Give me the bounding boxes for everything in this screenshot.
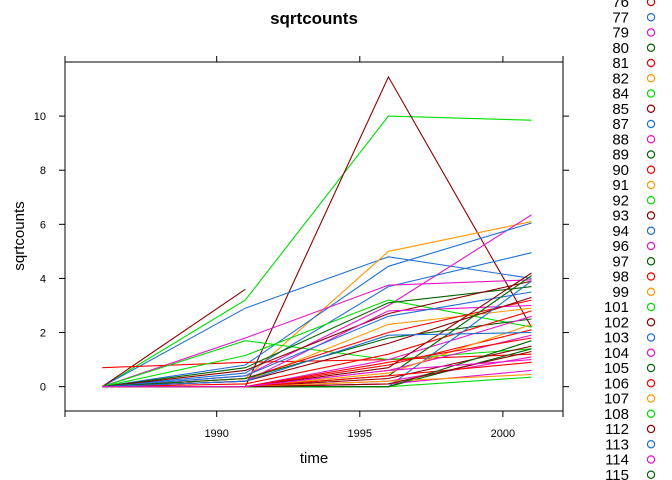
legend-marker bbox=[646, 58, 656, 68]
legend-label: 88 bbox=[612, 131, 629, 148]
legend-marker bbox=[646, 74, 656, 83]
series-line-19 bbox=[102, 310, 532, 388]
legend-label: 107 bbox=[604, 391, 629, 408]
legend-marker bbox=[646, 165, 656, 174]
series-line-7 bbox=[102, 252, 532, 388]
series-line-17 bbox=[102, 291, 532, 388]
legend-marker bbox=[646, 363, 656, 373]
legend-label: 104 bbox=[604, 345, 629, 362]
legend-marker bbox=[646, 272, 656, 281]
legend: 7677798081828485878889909192939496979899… bbox=[604, 0, 656, 480]
legend-label: 77 bbox=[612, 9, 629, 26]
series-line-9 bbox=[102, 353, 532, 369]
legend-label: 89 bbox=[612, 147, 629, 164]
legend-marker bbox=[646, 119, 656, 129]
series-line-10 bbox=[102, 340, 532, 388]
x-axis-label: time bbox=[300, 450, 328, 467]
series-line-8 bbox=[102, 279, 532, 388]
legend-label: 87 bbox=[612, 116, 629, 133]
legend-label: 82 bbox=[612, 70, 629, 87]
legend-marker bbox=[646, 455, 656, 464]
legend-label: 79 bbox=[612, 25, 629, 42]
series-line-24 bbox=[102, 275, 532, 388]
legend-marker bbox=[646, 196, 656, 205]
legend-marker bbox=[646, 180, 656, 190]
legend-label: 80 bbox=[612, 40, 629, 57]
legend-label: 103 bbox=[604, 330, 629, 347]
legend-label: 93 bbox=[612, 208, 629, 225]
legend-marker bbox=[646, 440, 656, 449]
y-tick-label: 4 bbox=[40, 273, 46, 285]
legend-marker bbox=[646, 287, 656, 296]
legend-marker bbox=[646, 241, 656, 251]
series-line-2 bbox=[101, 256, 532, 388]
legend-label: 94 bbox=[612, 223, 629, 240]
legend-label: 92 bbox=[612, 192, 629, 209]
legend-marker bbox=[646, 89, 656, 98]
legend-label: 105 bbox=[604, 360, 629, 377]
series-line-3 bbox=[101, 288, 246, 388]
legend-marker bbox=[646, 409, 656, 418]
legend-label: 99 bbox=[612, 284, 629, 301]
legend-label: 97 bbox=[612, 253, 629, 270]
plot-frame bbox=[64, 61, 564, 412]
legend-marker bbox=[646, 424, 656, 434]
legend-label: 113 bbox=[605, 436, 629, 453]
legend-label: 101 bbox=[604, 299, 629, 316]
x-tick-label: 1990 bbox=[204, 428, 228, 440]
legend-label: 112 bbox=[605, 421, 629, 438]
legend-label: 102 bbox=[604, 314, 629, 331]
legend-marker bbox=[646, 348, 656, 357]
y-axis-label: sqrtcounts bbox=[11, 201, 28, 270]
legend-marker bbox=[646, 333, 656, 342]
series-lines bbox=[101, 75, 532, 388]
legend-marker bbox=[646, 13, 656, 22]
series-line-14 bbox=[102, 280, 532, 388]
legend-label: 114 bbox=[605, 452, 629, 469]
legend-label: 115 bbox=[605, 467, 629, 480]
series-line-6 bbox=[102, 222, 532, 388]
legend-marker bbox=[646, 28, 656, 37]
y-tick-label: 10 bbox=[34, 111, 46, 123]
legend-marker bbox=[646, 211, 656, 220]
x-tick-label: 1995 bbox=[348, 428, 372, 440]
series-line-12 bbox=[102, 286, 532, 388]
y-tick-label: 2 bbox=[40, 328, 46, 340]
series-line-11 bbox=[102, 299, 532, 388]
chart-title: sqrtcounts bbox=[270, 9, 358, 28]
legend-label: 84 bbox=[612, 86, 629, 103]
y-tick-label: 6 bbox=[40, 219, 46, 231]
x-tick-label: 2000 bbox=[491, 428, 515, 440]
legend-marker bbox=[646, 379, 656, 388]
legend-marker bbox=[646, 150, 656, 159]
legend-marker bbox=[646, 135, 656, 144]
legend-label: 98 bbox=[612, 269, 629, 286]
legend-label: 106 bbox=[604, 375, 629, 392]
legend-label: 85 bbox=[612, 101, 629, 118]
legend-label: 91 bbox=[612, 177, 629, 194]
series-line-38 bbox=[102, 331, 532, 388]
series-line-0 bbox=[101, 115, 532, 388]
legend-marker bbox=[646, 394, 656, 403]
legend-label: 76 bbox=[612, 0, 629, 11]
y-tick-label: 0 bbox=[40, 382, 46, 394]
legend-marker bbox=[646, 302, 656, 312]
legend-label: 108 bbox=[604, 406, 629, 423]
legend-label: 96 bbox=[612, 238, 629, 255]
series-line-39 bbox=[102, 359, 532, 388]
legend-label: 90 bbox=[612, 162, 629, 179]
legend-label: 81 bbox=[612, 55, 629, 72]
legend-marker bbox=[646, 318, 656, 327]
legend-marker bbox=[646, 104, 656, 113]
y-axis: 0 2 4 6 8 10 bbox=[34, 111, 569, 394]
legend-marker bbox=[646, 0, 656, 7]
x-axis: 1990 1995 2000 bbox=[64, 56, 564, 440]
legend-marker bbox=[646, 43, 656, 52]
legend-marker bbox=[646, 257, 656, 266]
y-tick-label: 8 bbox=[40, 165, 46, 177]
legend-marker bbox=[646, 226, 656, 235]
legend-marker bbox=[646, 470, 656, 479]
